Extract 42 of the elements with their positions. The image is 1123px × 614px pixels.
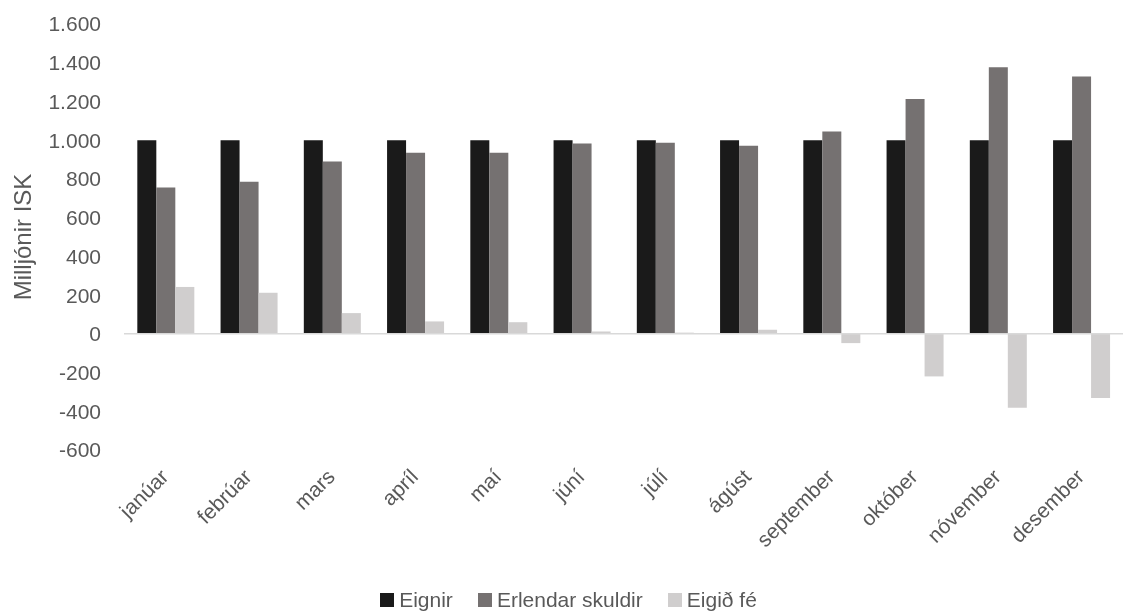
bar [886, 140, 906, 334]
bar [1053, 140, 1073, 334]
bar [156, 187, 176, 334]
bar [988, 67, 1008, 334]
bar [720, 140, 740, 334]
y-axis-title: Milljónir ISK [8, 173, 36, 301]
y-tick-label: 600 [65, 206, 101, 230]
y-tick-label: 200 [65, 283, 101, 307]
bar [303, 140, 323, 334]
bar [553, 140, 573, 334]
bar [655, 142, 675, 334]
bar [636, 140, 656, 334]
bar [470, 140, 490, 334]
bar [406, 152, 426, 334]
bar [572, 143, 592, 334]
x-tick-label: maí [464, 464, 506, 506]
bar [1072, 76, 1092, 334]
legend-label: Eigið fé [686, 588, 757, 612]
bar [822, 131, 842, 334]
y-tick-label: 1.600 [48, 12, 101, 36]
legend-label: Erlendar skuldir [496, 588, 643, 612]
legend-label: Eignir [399, 588, 453, 612]
bar [239, 181, 259, 334]
bar [489, 152, 509, 334]
y-tick-label: 800 [65, 167, 101, 191]
bar [137, 140, 157, 334]
y-tick-label: 1.000 [48, 128, 101, 152]
y-tick-label: 1.400 [48, 51, 101, 75]
y-tick-label: 0 [89, 322, 101, 346]
bar [739, 145, 759, 334]
y-tick-label: 1.200 [48, 89, 101, 113]
bar [905, 98, 925, 334]
y-tick-label: -400 [58, 399, 101, 423]
bar [387, 140, 407, 334]
bar [220, 140, 240, 334]
x-tick-label: júlí [635, 464, 673, 501]
y-tick-label: -200 [58, 361, 101, 384]
bar [803, 140, 823, 334]
y-tick-label: -600 [58, 438, 101, 462]
y-tick-label: 400 [65, 244, 101, 268]
bar [969, 140, 989, 334]
bar [322, 161, 342, 334]
